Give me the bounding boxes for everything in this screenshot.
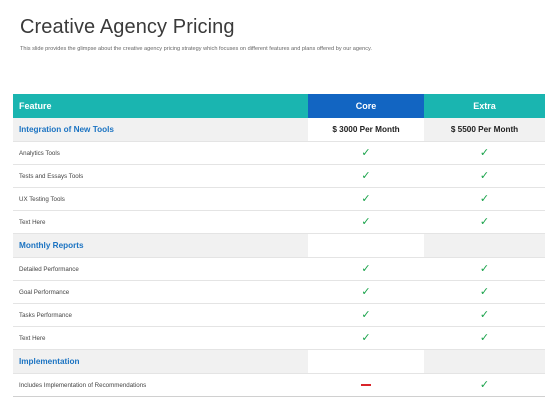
page-subtitle: This slide provides the glimpse about th… — [20, 46, 372, 52]
check-icon: ✓ — [479, 146, 490, 159]
table-header: Feature Core Extra — [13, 94, 545, 118]
check-icon: ✓ — [479, 378, 490, 391]
page-title: Creative Agency Pricing — [20, 16, 235, 38]
section-row: Integration of New Tools $ 3000 Per Mont… — [13, 118, 545, 142]
section-row: Implementation — [13, 350, 545, 374]
pricing-table: Feature Core Extra Integration of New To… — [13, 94, 545, 397]
check-icon: ✓ — [479, 215, 490, 228]
table-row: Text Here ✓ ✓ — [13, 327, 545, 350]
check-icon: ✓ — [361, 146, 371, 159]
header-feature: Feature — [13, 94, 308, 118]
section-row: Monthly Reports — [13, 234, 545, 258]
core-price: $ 3000 Per Month — [308, 118, 424, 141]
check-icon: ✓ — [479, 285, 490, 298]
table-row: Goal Performance ✓ ✓ — [13, 281, 545, 304]
table-row: Analytics Tools ✓ ✓ — [13, 142, 545, 165]
feature-label: Tasks Performance — [19, 311, 72, 319]
check-icon: ✓ — [361, 169, 371, 182]
core-price — [308, 350, 424, 373]
feature-label: Goal Performance — [19, 288, 70, 296]
table-row: Includes Implementation of Recommendatio… — [13, 374, 545, 397]
feature-label: Tests and Essays Tools — [19, 172, 84, 180]
header-core: Core — [308, 94, 424, 118]
check-icon: ✓ — [361, 308, 371, 321]
check-icon: ✓ — [479, 262, 490, 275]
check-icon: ✓ — [361, 192, 371, 205]
table-row: Tasks Performance ✓ ✓ — [13, 304, 545, 327]
check-icon: ✓ — [361, 262, 371, 275]
extra-price: $ 5500 Per Month — [424, 118, 545, 141]
section-title: Monthly Reports — [19, 241, 84, 250]
extra-price — [424, 350, 545, 373]
core-price — [308, 234, 424, 257]
feature-label: UX Testing Tools — [19, 195, 65, 203]
feature-label: Text Here — [19, 334, 46, 342]
table-row: Tests and Essays Tools ✓ ✓ — [13, 165, 545, 188]
feature-label: Analytics Tools — [19, 149, 60, 157]
check-icon: ✓ — [479, 331, 490, 344]
check-icon: ✓ — [479, 169, 490, 182]
table-row: UX Testing Tools ✓ ✓ — [13, 188, 545, 211]
minus-icon — [361, 384, 371, 386]
check-icon: ✓ — [361, 215, 371, 228]
feature-label: Text Here — [19, 218, 46, 226]
table-row: Text Here ✓ ✓ — [13, 211, 545, 234]
header-extra: Extra — [424, 94, 545, 118]
section-title: Integration of New Tools — [19, 125, 114, 134]
check-icon: ✓ — [361, 331, 371, 344]
table-row: Detailed Performance ✓ ✓ — [13, 258, 545, 281]
section-title: Implementation — [19, 357, 80, 366]
check-icon: ✓ — [361, 285, 371, 298]
check-icon: ✓ — [479, 192, 490, 205]
feature-label: Detailed Performance — [19, 265, 79, 273]
extra-price — [424, 234, 545, 257]
check-icon: ✓ — [479, 308, 490, 321]
feature-label: Includes Implementation of Recommendatio… — [19, 381, 147, 389]
